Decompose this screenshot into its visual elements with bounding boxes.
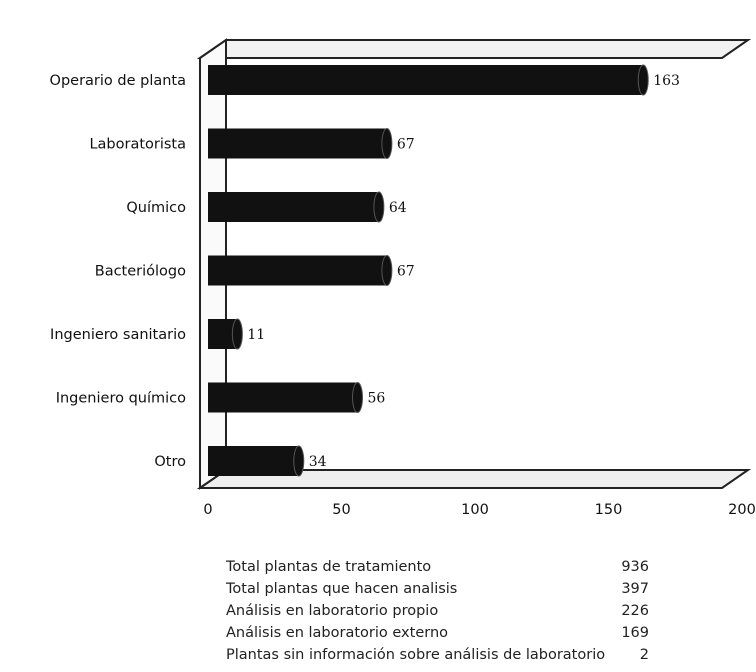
bar [208, 128, 387, 159]
summary-value: 936 [621, 559, 649, 575]
bar-cap [373, 191, 385, 223]
bar-cap [381, 128, 393, 159]
category-label: Operario de planta [50, 73, 186, 89]
x-tick-label: 50 [332, 502, 350, 518]
data-label: 64 [389, 200, 407, 216]
bar-cap [352, 382, 364, 413]
bar-cap [231, 318, 243, 350]
category-label: Otro [154, 454, 186, 470]
bar-cap [293, 445, 305, 477]
bar [208, 255, 387, 286]
bar [208, 65, 644, 95]
summary-value: 2 [639, 647, 649, 663]
x-tick-label: 200 [728, 502, 756, 518]
category-label: Ingeniero sanitario [50, 327, 186, 343]
y-axis-labels: Operario de planta Laboratorista Químico Ba… [50, 73, 187, 470]
summary-label: Total plantas que hacen analisis [226, 581, 458, 597]
category-label: Químico [126, 200, 186, 216]
x-tick-label: 0 [203, 502, 212, 518]
data-label: 67 [397, 264, 415, 280]
summary-label: Análisis en laboratorio propio [226, 603, 439, 619]
summary-label: Análisis en laboratorio externo [226, 625, 449, 641]
bar-cap [381, 255, 393, 286]
data-label: 11 [247, 327, 265, 343]
bars: 163 67 64 67 11 56 34 [208, 64, 680, 477]
summary-value: 397 [621, 581, 649, 597]
bar [208, 192, 379, 222]
bar-chart: 163 67 64 67 11 56 34 0 50 100 150 200 Operario de… [50, 38, 756, 518]
x-tick-label: 100 [461, 502, 489, 518]
x-axis-ticks: 0 50 100 150 200 [203, 502, 755, 518]
category-label: Ingeniero químico [56, 391, 186, 407]
summary-label: Total plantas de tratamiento [226, 559, 432, 575]
bar [208, 382, 358, 413]
summary-value: 226 [621, 603, 649, 619]
summary-value: 169 [621, 625, 649, 641]
data-label: 67 [397, 137, 415, 153]
summary-label: Plantas sin información sobre análisis d… [226, 647, 606, 663]
plot-frame [196, 38, 752, 490]
x-tick-label: 150 [595, 502, 623, 518]
category-label: Laboratorista [89, 137, 186, 153]
category-label: Bacteriólogo [95, 264, 186, 280]
data-label: 34 [309, 454, 327, 470]
data-label: 163 [653, 73, 680, 89]
bar-cap [637, 64, 649, 96]
bar [208, 446, 299, 476]
data-label: 56 [368, 391, 386, 407]
